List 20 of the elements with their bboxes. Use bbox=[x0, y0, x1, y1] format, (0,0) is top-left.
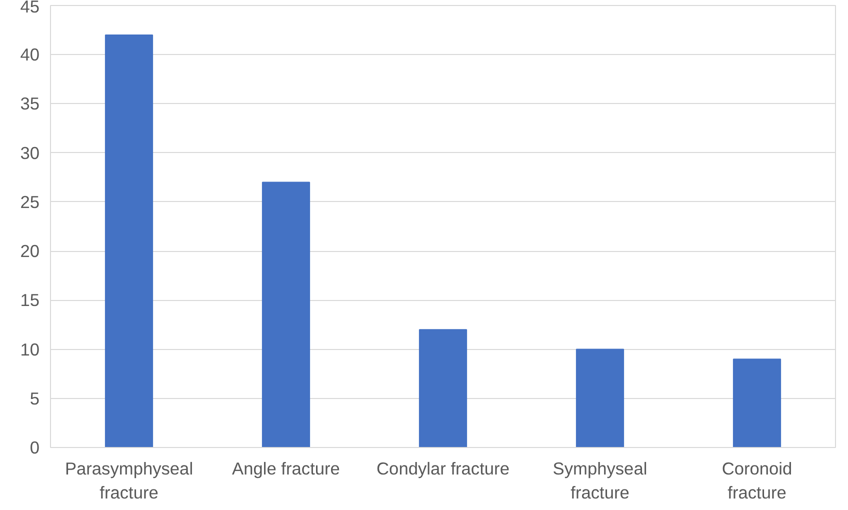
y-tick-label: 15 bbox=[20, 290, 40, 310]
y-tick-label: 10 bbox=[20, 339, 40, 360]
y-tick-label: 0 bbox=[30, 438, 40, 458]
x-tick-label: Parasymphyseal fracture bbox=[64, 458, 194, 502]
y-tick-label: 35 bbox=[20, 94, 40, 114]
bar bbox=[262, 182, 310, 448]
y-tick-label: 20 bbox=[20, 241, 40, 262]
x-tick-label: Condylar fracture bbox=[376, 458, 510, 478]
bar bbox=[418, 329, 468, 448]
y-tick-label: 5 bbox=[30, 388, 40, 408]
x-tick-label: Coronoid fracture bbox=[722, 458, 792, 502]
y-tick-label: 45 bbox=[20, 0, 40, 16]
x-tick-label: Angle fracture bbox=[232, 458, 340, 478]
y-tick-label: 30 bbox=[20, 142, 40, 163]
bar bbox=[576, 348, 624, 448]
x-tick-label: Symphyseal fracture bbox=[552, 458, 648, 502]
bar bbox=[104, 34, 154, 448]
bar bbox=[732, 358, 782, 448]
y-tick-label: 25 bbox=[20, 192, 40, 212]
y-tick-label: 40 bbox=[20, 44, 40, 65]
